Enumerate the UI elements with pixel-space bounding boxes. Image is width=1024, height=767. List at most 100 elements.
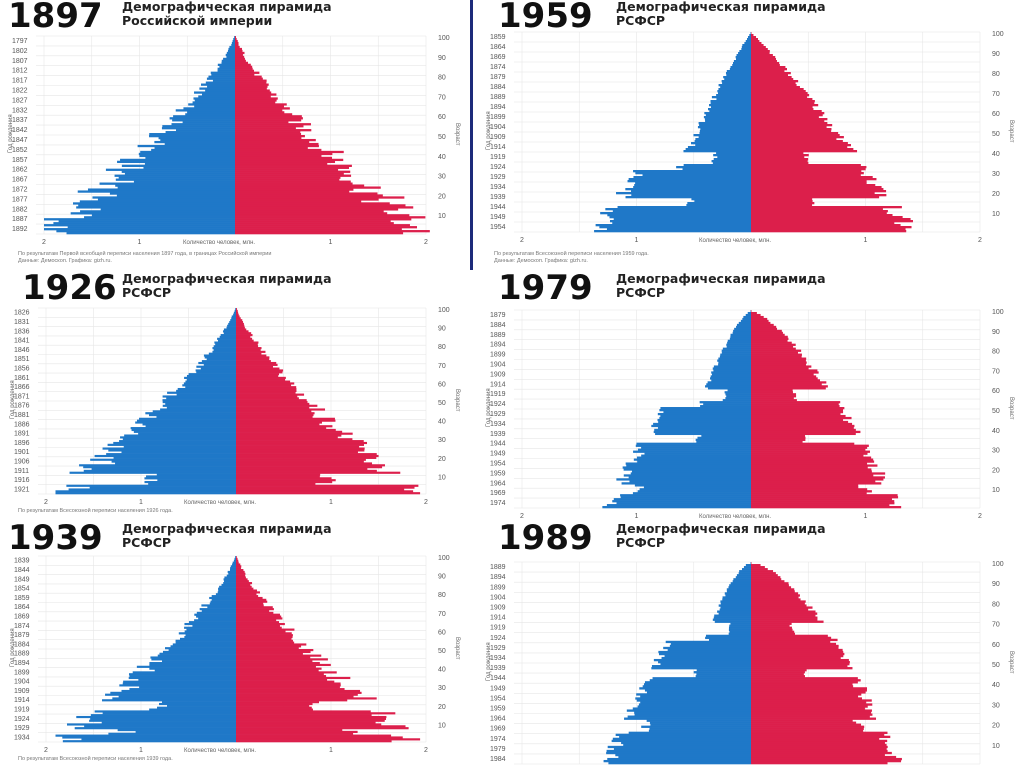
male-bar <box>727 389 751 392</box>
male-bar <box>149 414 236 417</box>
female-bar <box>751 166 867 169</box>
female-bar <box>751 612 818 615</box>
birth-year-tick: 1934 <box>490 655 506 662</box>
age-tick: 20 <box>992 191 1000 198</box>
x-tick: 2 <box>520 513 524 520</box>
male-bar <box>219 585 236 588</box>
birth-year-tick: 1934 <box>14 734 30 741</box>
birth-year-tick: 1901 <box>14 449 30 456</box>
male-bar <box>651 665 751 668</box>
male-bar <box>721 80 751 83</box>
female-bar <box>751 701 867 704</box>
female-bar <box>236 652 303 655</box>
birth-year-tick: 1859 <box>490 34 506 41</box>
female-bar <box>751 665 848 668</box>
male-bar <box>184 376 236 379</box>
female-bar <box>751 604 807 607</box>
male-bar <box>157 706 236 709</box>
birth-year-tick: 1851 <box>14 356 30 363</box>
male-bar <box>66 723 236 726</box>
male-bar <box>217 337 236 340</box>
male-bar <box>90 714 236 717</box>
female-bar <box>236 621 280 624</box>
y-axis-label: Год рождения <box>486 388 492 427</box>
birth-year-tick: 1886 <box>14 421 30 428</box>
male-bar <box>709 377 751 380</box>
female-bar <box>236 480 333 484</box>
female-bar <box>751 100 815 103</box>
female-bar <box>236 567 242 570</box>
age-tick: 80 <box>438 75 446 82</box>
male-bar <box>70 212 235 215</box>
birth-year-tick: 1889 <box>490 94 506 101</box>
male-bar <box>165 647 236 650</box>
female-bar <box>751 584 789 587</box>
male-bar <box>226 51 235 55</box>
female-bar <box>235 103 287 106</box>
female-bar <box>751 54 773 57</box>
male-bar <box>612 500 751 503</box>
female-bar <box>751 106 813 109</box>
female-bar <box>236 663 331 667</box>
x-tick: 1 <box>635 513 639 520</box>
female-bar <box>751 397 794 400</box>
birth-year-tick: 1974 <box>490 736 506 743</box>
birth-year-tick: 1909 <box>490 371 506 378</box>
male-bar <box>91 214 235 217</box>
bars <box>602 310 902 509</box>
female-bar <box>236 449 365 452</box>
male-bar <box>133 430 236 433</box>
male-bar <box>693 671 751 674</box>
female-bar <box>751 418 844 422</box>
female-bar <box>235 121 289 124</box>
female-bar <box>751 158 809 161</box>
female-bar <box>236 578 248 581</box>
female-bar <box>751 476 885 479</box>
birth-year-tick: 1939 <box>490 194 506 201</box>
footnote-line-2: Данные: Демоскоп. Графика: gizh.ru. <box>18 258 112 264</box>
female-bar <box>236 365 274 368</box>
male-bar <box>711 371 751 374</box>
male-bar <box>649 727 751 730</box>
female-bar <box>236 386 297 389</box>
female-bar <box>751 80 799 83</box>
male-bar <box>144 480 236 484</box>
bars <box>44 36 430 235</box>
bars <box>55 308 421 495</box>
male-bar <box>149 667 236 670</box>
male-bar <box>730 622 751 625</box>
female-bar <box>235 79 267 82</box>
birth-year-tick: 1904 <box>14 679 30 686</box>
female-bar <box>235 43 239 47</box>
female-bar <box>751 164 861 167</box>
title-line: Демографическая пирамида <box>122 522 332 536</box>
female-bar <box>236 624 280 627</box>
male-bar <box>736 325 751 329</box>
female-bar <box>751 582 789 585</box>
male-bar <box>231 41 235 45</box>
female-bar <box>235 111 285 114</box>
male-bar <box>108 732 236 735</box>
male-bar <box>229 45 235 49</box>
male-bar <box>162 399 236 402</box>
male-bar <box>651 424 751 428</box>
female-bar <box>751 363 807 366</box>
male-bar <box>223 332 236 335</box>
male-bar <box>167 704 236 707</box>
age-tick: 20 <box>438 456 446 463</box>
male-bar <box>613 218 751 221</box>
female-bar <box>751 220 913 223</box>
male-bar <box>212 347 236 350</box>
male-bar <box>686 204 751 207</box>
age-tick: 60 <box>992 642 1000 649</box>
female-bar <box>235 123 311 126</box>
female-bar <box>236 611 274 614</box>
male-bar <box>154 140 235 144</box>
male-bar <box>733 578 751 581</box>
female-bar <box>236 352 262 355</box>
female-bar <box>751 484 859 487</box>
male-bar <box>199 87 235 90</box>
female-bar <box>236 585 252 588</box>
male-bar <box>91 467 237 471</box>
male-bar <box>105 168 236 171</box>
